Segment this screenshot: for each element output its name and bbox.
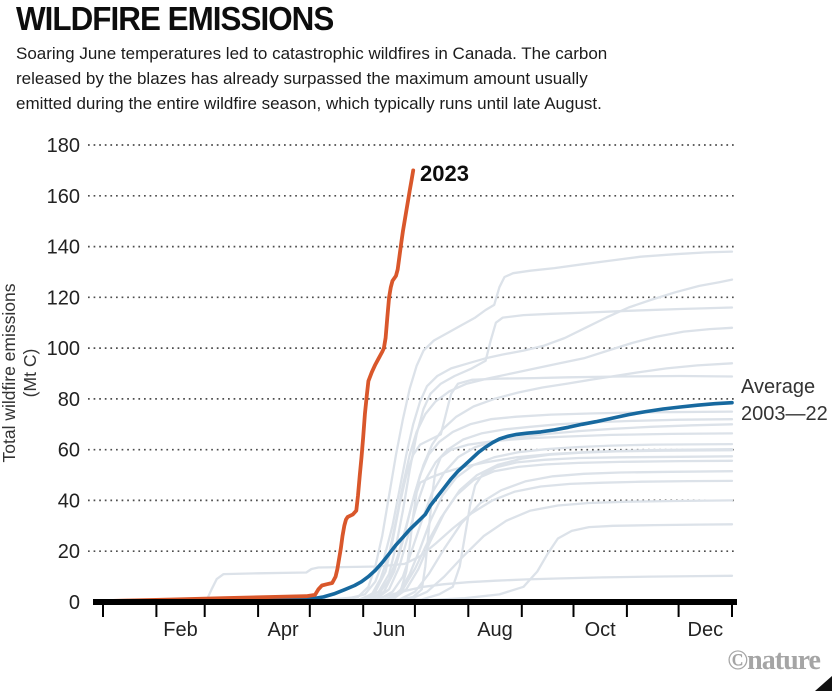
gray-year-line-13 <box>101 449 734 603</box>
y-tick-label-160: 160 <box>47 186 80 208</box>
chart-subtitle: Soaring June temperatures led to catastr… <box>16 41 806 116</box>
subtitle-line-1: Soaring June temperatures led to catastr… <box>16 44 608 63</box>
annotation-label-average-line-1: Average <box>741 376 815 398</box>
y-tick-label-180: 180 <box>47 135 80 157</box>
gray-year-line-6 <box>101 374 734 603</box>
x-tick-label-apr: Apr <box>268 619 299 641</box>
nature-credit: ©nature <box>727 645 821 676</box>
y-axis-title-line-1: Total wildfire emissions <box>0 283 19 462</box>
gray-year-line-2 <box>101 278 734 603</box>
subtitle-line-3: emitted during the entire wildfire seaso… <box>16 94 602 113</box>
gray-year-line-1 <box>101 250 734 603</box>
corner-wedge-decoration <box>815 676 832 691</box>
gray-year-line-15 <box>101 459 734 603</box>
gray-year-line-18 <box>101 499 734 603</box>
x-tick-label-feb: Feb <box>163 619 197 641</box>
y-tick-label-120: 120 <box>47 287 80 309</box>
gray-year-line-9 <box>101 423 734 603</box>
x-tick-label-jun: Jun <box>373 619 405 641</box>
gray-year-line-14 <box>101 455 734 603</box>
gray-year-line-4 <box>101 326 734 603</box>
page-title: WILDFIRE EMISSIONS <box>16 0 334 37</box>
gray-year-line-5 <box>101 362 734 603</box>
gray-year-line-3 <box>101 306 734 603</box>
x-tick-label-dec: Dec <box>688 619 724 641</box>
annotation-label-2023: 2023 <box>420 161 469 186</box>
y-tick-label-140: 140 <box>47 237 80 259</box>
y-tick-label-40: 40 <box>58 490 80 512</box>
y-tick-label-100: 100 <box>47 338 80 360</box>
gray-year-line-7 <box>101 410 734 603</box>
gray-year-line-10 <box>101 432 734 603</box>
gray-year-line-19 <box>101 523 734 603</box>
annotation-label-average-line-2: 2003—22 <box>741 403 828 425</box>
y-tick-label-60: 60 <box>58 440 80 462</box>
gray-year-line-17 <box>101 479 734 603</box>
gray-year-line-11 <box>101 442 734 603</box>
y-tick-label-80: 80 <box>58 389 80 411</box>
chart-header: WILDFIRE EMISSIONS Soaring June temperat… <box>16 2 806 116</box>
gray-year-line-20 <box>101 574 734 603</box>
x-tick-label-oct: Oct <box>585 619 617 641</box>
series-line-2023 <box>101 168 416 604</box>
x-tick-label-aug: Aug <box>477 619 513 641</box>
y-tick-label-0: 0 <box>69 592 80 614</box>
series-line-average-2003-22 <box>101 400 734 604</box>
y-axis-title-line-2: (Mt C) <box>20 349 40 398</box>
subtitle-line-2: released by the blazes has already surpa… <box>16 69 588 88</box>
y-tick-label-20: 20 <box>58 541 80 563</box>
